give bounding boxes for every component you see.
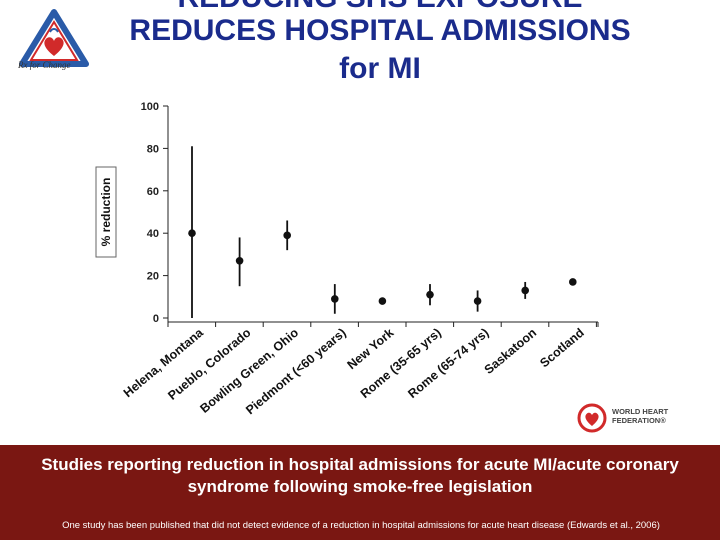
whf-logo-line-1: WORLD HEART <box>612 407 669 416</box>
chart-marks <box>188 146 577 318</box>
y-tick-label: 20 <box>147 271 159 283</box>
x-category-label: Helena, Montana <box>121 325 207 400</box>
y-tick-label: 100 <box>141 101 159 113</box>
x-category-label: Rome (65-74 yrs) <box>405 326 491 401</box>
slide-title-line-2: REDUCES HOSPITAL ADMISSIONS <box>129 14 631 47</box>
y-axis-label: % reduction <box>99 178 113 247</box>
y-axis-label-box <box>95 166 117 258</box>
data-point <box>331 295 339 303</box>
banner-footnote: One study has been published that did no… <box>62 520 660 531</box>
data-point <box>569 278 577 286</box>
world-heart-federation-logo <box>577 403 607 433</box>
whf-logo-line-2: FEDERATION® <box>612 416 666 425</box>
data-point <box>521 286 529 295</box>
data-point <box>378 297 387 305</box>
data-point <box>426 290 434 299</box>
slide-title-line-1: REDUCING SHS EXPOSURE <box>90 0 670 16</box>
slide-title-line-3: for MI <box>339 52 421 85</box>
data-point <box>283 231 292 240</box>
caption-banner <box>0 445 720 540</box>
banner-caption: Studies reporting reduction in hospital … <box>41 455 679 496</box>
logo-tagline: Rx for Change <box>18 60 71 70</box>
x-category-label: Rome (35-65 yrs) <box>358 326 444 401</box>
x-category-label: Saskatoon <box>482 326 539 377</box>
whf-logo-text: WORLD HEART FEDERATION® <box>612 407 668 425</box>
data-point <box>235 256 244 265</box>
y-tick-label: 40 <box>147 228 159 240</box>
y-axis: 0 20 40 60 80 100 <box>141 101 169 325</box>
data-point <box>188 229 196 237</box>
y-axis-label-group: % reduction <box>95 166 117 258</box>
x-category-label: Pueblo, Colorado <box>165 325 254 402</box>
y-tick-label: 80 <box>147 143 159 155</box>
y-tick-label: 0 <box>153 313 159 325</box>
y-tick-label: 60 <box>147 186 159 198</box>
data-point <box>473 297 482 305</box>
rx-for-change-logo <box>19 9 89 67</box>
x-category-label: Scotland <box>537 326 586 371</box>
